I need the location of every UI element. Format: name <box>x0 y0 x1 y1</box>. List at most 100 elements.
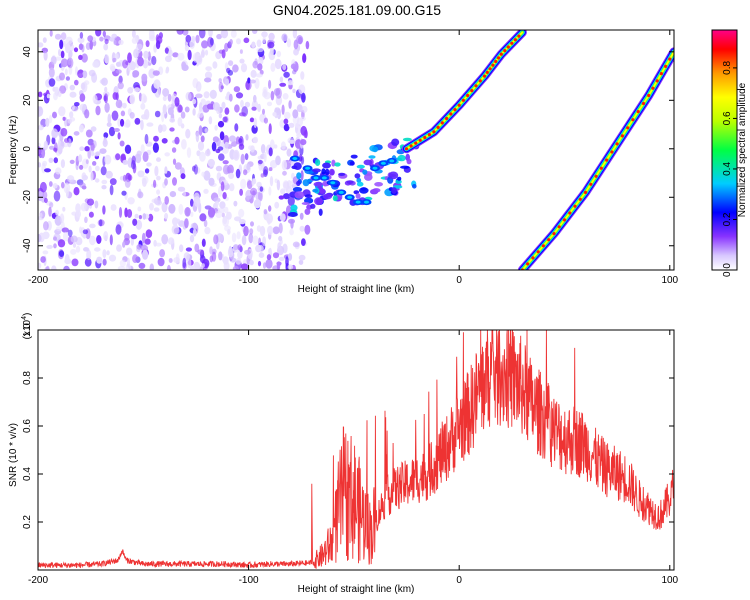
heatmap-cell <box>103 132 109 139</box>
heatmap-cell <box>135 219 143 230</box>
heatmap-cell <box>272 252 280 259</box>
heatmap-cell <box>48 157 54 163</box>
heatmap-cell <box>49 145 55 150</box>
heatmap-cell <box>95 105 101 116</box>
heatmap-cell <box>318 208 323 216</box>
heatmap-cell <box>294 191 305 199</box>
heatmap-cell <box>207 207 216 218</box>
heatmap-cell <box>278 222 283 234</box>
colorbar: 0.0 0.2 0.4 0.6 0.8 Normalized spectral ampl… <box>711 29 748 277</box>
heatmap-cell <box>260 173 265 178</box>
heatmap-cell <box>221 49 226 59</box>
heatmap-cell <box>140 244 148 252</box>
heatmap-cell <box>397 176 402 181</box>
heatmap-cell <box>156 189 161 195</box>
heatmap-cell <box>38 124 44 131</box>
heatmap-cell <box>338 190 344 194</box>
x-tick-label: 100 <box>661 575 678 586</box>
heatmap-peak <box>594 174 598 178</box>
heatmap-peak <box>589 182 593 186</box>
heatmap-cell <box>124 144 132 154</box>
heatmap-cell <box>263 166 269 176</box>
heatmap-cell <box>288 218 295 224</box>
heatmap-cell <box>88 165 92 173</box>
heatmap-cell <box>214 124 218 131</box>
heatmap-cell <box>274 201 280 209</box>
heatmap-cell <box>258 252 265 258</box>
heatmap-cell <box>119 140 125 147</box>
heatmap-cell <box>184 44 189 52</box>
heatmap-peak <box>478 79 482 83</box>
heatmap-cell <box>363 159 373 166</box>
heatmap-cell <box>266 254 272 261</box>
heatmap-cell <box>246 163 251 171</box>
heatmap-cell <box>221 212 225 218</box>
heatmap-cell <box>228 60 234 66</box>
heatmap-cell <box>95 165 100 172</box>
heatmap-cell <box>90 142 95 152</box>
heatmap-cell <box>276 179 281 191</box>
heatmap-cell <box>213 234 219 245</box>
heatmap-cell <box>103 95 107 102</box>
heatmap-peak <box>578 197 582 201</box>
heatmap-cell <box>167 237 175 245</box>
heatmap-cell <box>281 33 288 42</box>
heatmap-cell <box>80 82 86 90</box>
heatmap-cell <box>100 166 107 176</box>
heatmap-cell <box>238 138 243 144</box>
heatmap-cell <box>132 254 139 263</box>
heatmap-cell <box>233 149 240 161</box>
heatmap-cell <box>134 117 141 125</box>
colorbar-tick-label: 0.4 <box>722 162 733 176</box>
heatmap-cell <box>244 101 251 108</box>
heatmap-cell <box>238 112 246 117</box>
heatmap-cell <box>102 205 106 215</box>
heatmap-peak <box>404 147 409 151</box>
heatmap-cell <box>250 187 258 196</box>
heatmap-peak <box>466 93 470 98</box>
heatmap-cell <box>193 164 198 175</box>
heatmap-cell <box>235 92 244 99</box>
heatmap-cell <box>176 30 184 35</box>
heatmap-cell <box>113 39 117 45</box>
heatmap-cell <box>224 107 230 115</box>
heatmap-cell <box>51 136 56 145</box>
heatmap-cell <box>356 164 365 169</box>
heatmap-cell <box>236 38 241 45</box>
heatmap-cell <box>243 225 249 237</box>
heatmap-cell <box>283 118 289 125</box>
heatmap-peak <box>488 67 492 71</box>
heatmap-cell <box>239 49 243 54</box>
heatmap-cell <box>313 176 319 180</box>
heatmap-cell <box>282 93 289 100</box>
heatmap-cell <box>101 179 108 185</box>
heatmap-peak <box>615 142 619 146</box>
heatmap-cell <box>262 35 266 44</box>
heatmap-peak <box>626 126 630 130</box>
heatmap-cell <box>240 178 247 189</box>
heatmap-cell <box>64 138 70 143</box>
heatmap-cell <box>201 238 206 247</box>
heatmap-cell <box>112 57 117 63</box>
heatmap-cell <box>304 194 313 199</box>
heatmap-cell <box>177 52 185 61</box>
heatmap-cell <box>110 204 117 211</box>
heatmap-cell <box>272 226 280 235</box>
heatmap-cell <box>82 70 88 79</box>
y-tick-label: 0 <box>22 146 33 152</box>
heatmap-cell <box>203 91 210 99</box>
heatmap-cell <box>292 157 298 160</box>
heatmap-cell <box>249 259 254 266</box>
heatmap-peak <box>432 130 436 134</box>
y-tick-label: 20 <box>22 94 33 106</box>
heatmap-cell <box>201 171 205 177</box>
heatmap-cell <box>177 117 183 127</box>
heatmap-cell <box>222 160 229 165</box>
heatmap-cell <box>78 154 83 163</box>
heatmap-cell <box>224 225 231 232</box>
heatmap-cell <box>43 140 49 150</box>
heatmap-cell <box>229 135 236 142</box>
heatmap-cell <box>300 71 305 80</box>
heatmap-cell <box>86 249 92 261</box>
heatmap-cell <box>209 89 217 99</box>
